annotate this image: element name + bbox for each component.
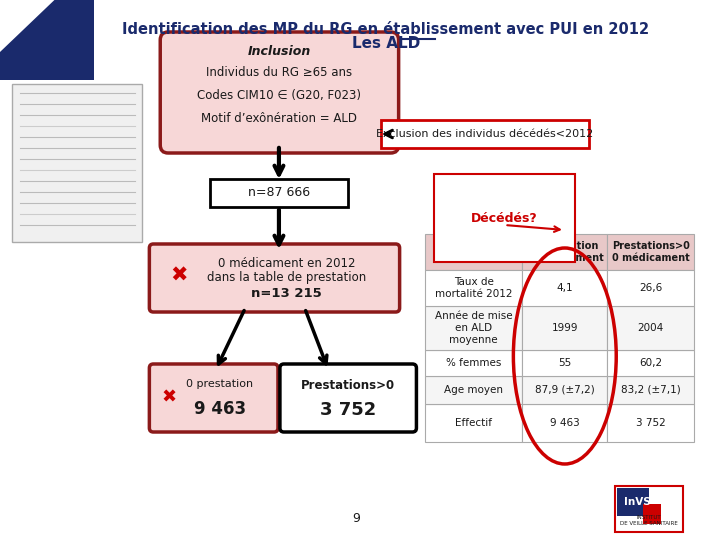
Text: ✖: ✖ bbox=[171, 266, 188, 286]
FancyBboxPatch shape bbox=[608, 376, 694, 404]
Text: 26,6: 26,6 bbox=[639, 283, 662, 293]
Text: 9 463: 9 463 bbox=[550, 418, 580, 428]
FancyBboxPatch shape bbox=[280, 364, 416, 432]
Text: Décédés?: Décédés? bbox=[471, 212, 538, 225]
FancyBboxPatch shape bbox=[426, 270, 522, 306]
FancyBboxPatch shape bbox=[426, 404, 522, 442]
FancyBboxPatch shape bbox=[426, 376, 522, 404]
FancyBboxPatch shape bbox=[608, 306, 694, 350]
Text: Année de mise
en ALD
moyenne: Année de mise en ALD moyenne bbox=[435, 312, 513, 345]
Text: INSTITUT
DE VEILLE SANITAIRE: INSTITUT DE VEILLE SANITAIRE bbox=[620, 515, 678, 526]
Text: InVS: InVS bbox=[624, 497, 650, 507]
Text: n=87 666: n=87 666 bbox=[248, 186, 310, 199]
Text: 3 752: 3 752 bbox=[320, 401, 377, 419]
FancyBboxPatch shape bbox=[149, 364, 278, 432]
FancyBboxPatch shape bbox=[608, 350, 694, 376]
FancyBboxPatch shape bbox=[608, 270, 694, 306]
FancyBboxPatch shape bbox=[426, 350, 522, 376]
Text: 1999: 1999 bbox=[552, 323, 578, 333]
Text: 0 prestation: 0 prestation bbox=[186, 379, 253, 389]
Text: ✖: ✖ bbox=[161, 389, 176, 407]
FancyBboxPatch shape bbox=[608, 234, 694, 270]
Text: 55: 55 bbox=[558, 358, 572, 368]
FancyBboxPatch shape bbox=[522, 270, 608, 306]
FancyBboxPatch shape bbox=[608, 404, 694, 442]
Text: % femmes: % femmes bbox=[446, 358, 502, 368]
FancyBboxPatch shape bbox=[161, 32, 399, 153]
Text: 83,2 (±7,1): 83,2 (±7,1) bbox=[621, 385, 680, 395]
Text: 9 463: 9 463 bbox=[194, 400, 246, 418]
Text: Les ALD: Les ALD bbox=[351, 36, 420, 51]
Text: Prestations>0
0 médicament: Prestations>0 0 médicament bbox=[612, 241, 690, 263]
Bar bbox=[643, 504, 661, 524]
FancyBboxPatch shape bbox=[522, 350, 608, 376]
Text: Identification des MP du RG en établissement avec PUI en 2012: Identification des MP du RG en établisse… bbox=[122, 22, 649, 37]
Bar bbox=[616, 486, 683, 532]
Text: dans la table de prestation: dans la table de prestation bbox=[207, 271, 366, 284]
Text: Prestations>0: Prestations>0 bbox=[301, 379, 395, 392]
Text: Codes CIM10 ∈ (G20, F023): Codes CIM10 ∈ (G20, F023) bbox=[197, 89, 361, 102]
Text: 0 médicament en 2012: 0 médicament en 2012 bbox=[217, 257, 355, 270]
FancyBboxPatch shape bbox=[426, 234, 522, 270]
Text: 87,9 (±7,2): 87,9 (±7,2) bbox=[535, 385, 595, 395]
Text: Individus du RG ≥65 ans: Individus du RG ≥65 ans bbox=[207, 66, 353, 79]
FancyBboxPatch shape bbox=[522, 234, 608, 270]
Text: Taux de
mortalité 2012: Taux de mortalité 2012 bbox=[435, 277, 513, 299]
Text: 3 752: 3 752 bbox=[636, 418, 666, 428]
Bar bbox=[12, 84, 143, 242]
Text: Exclusion des individus décédés<2012: Exclusion des individus décédés<2012 bbox=[376, 129, 593, 139]
Text: Inclusion: Inclusion bbox=[248, 45, 311, 58]
Text: Motif d’exônération = ALD: Motif d’exônération = ALD bbox=[202, 112, 357, 125]
FancyBboxPatch shape bbox=[149, 244, 400, 312]
Polygon shape bbox=[0, 0, 55, 52]
Text: n=13 215: n=13 215 bbox=[251, 287, 322, 300]
Bar bbox=[0, 0, 94, 80]
FancyBboxPatch shape bbox=[522, 306, 608, 350]
Text: Effectif: Effectif bbox=[455, 418, 492, 428]
Text: 60,2: 60,2 bbox=[639, 358, 662, 368]
FancyBboxPatch shape bbox=[522, 404, 608, 442]
Text: 4,1: 4,1 bbox=[557, 283, 573, 293]
FancyBboxPatch shape bbox=[522, 376, 608, 404]
Bar bbox=[617, 488, 649, 516]
Text: 2004: 2004 bbox=[638, 323, 664, 333]
FancyBboxPatch shape bbox=[381, 120, 588, 148]
FancyBboxPatch shape bbox=[210, 179, 348, 207]
Text: 0 prestation
0 médicament: 0 prestation 0 médicament bbox=[526, 241, 603, 263]
Text: Age moyen: Age moyen bbox=[444, 385, 503, 395]
Text: 9: 9 bbox=[352, 512, 360, 525]
FancyBboxPatch shape bbox=[426, 306, 522, 350]
